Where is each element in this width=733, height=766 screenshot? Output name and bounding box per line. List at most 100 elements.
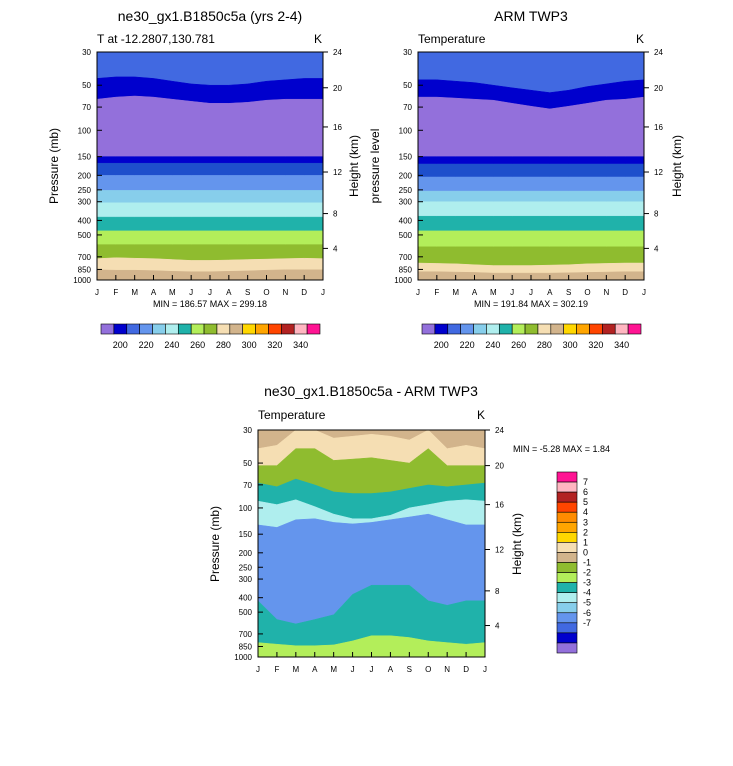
pressure-tick-label: 500 <box>78 231 92 240</box>
pressure-tick-label: 850 <box>399 265 413 274</box>
colorbar-label: 0 <box>583 547 588 557</box>
colorbar-label: 3 <box>583 517 588 527</box>
colorbar-label: 220 <box>460 340 475 350</box>
top-left-panel: ne30_gx1.B1850c5a (yrs 2-4) T at -12.280… <box>47 8 361 350</box>
units-string: K <box>477 408 485 422</box>
height-tick-label: 8 <box>333 210 338 219</box>
pressure-tick-label: 400 <box>399 216 413 225</box>
colorbar-box <box>556 592 578 604</box>
height-axis: 24 20 16 12 8 4 <box>323 48 342 253</box>
colorbar-box <box>460 323 474 335</box>
pressure-tick-label: 250 <box>399 186 413 195</box>
month-tick-label: A <box>388 665 394 674</box>
title: ne30_gx1.B1850c5a (yrs 2-4) <box>118 8 302 24</box>
contour-band <box>417 96 645 157</box>
colorbar-box <box>203 323 218 335</box>
pressure-tick-label: 300 <box>399 198 413 207</box>
colorbar-box <box>152 323 166 335</box>
month-tick-label: J <box>351 665 355 674</box>
title: ne30_gx1.B1850c5a - ARM TWP3 <box>264 383 478 399</box>
month-tick-label: D <box>622 288 628 297</box>
pressure-tick-label: 150 <box>78 153 92 162</box>
contour-bands <box>96 51 324 281</box>
colorbar-label: 5 <box>583 497 588 507</box>
contour-band <box>417 156 645 165</box>
colorbar-label: 340 <box>614 340 629 350</box>
pressure-tick-label: 200 <box>399 171 413 180</box>
month-tick-label: F <box>113 288 118 297</box>
pressure-tick-label: 1000 <box>73 276 91 285</box>
colorbar-box <box>556 511 578 523</box>
colorbar-box <box>556 572 578 583</box>
colorbar-label: 260 <box>511 340 526 350</box>
colorbar-box <box>537 323 552 335</box>
colorbar-label: -1 <box>583 558 591 568</box>
colorbar-box <box>281 323 295 335</box>
month-tick-label: O <box>584 288 590 297</box>
title: ARM TWP3 <box>494 8 568 24</box>
contour-band <box>96 202 324 218</box>
height-tick-label: 16 <box>654 123 663 132</box>
month-tick-label: N <box>444 665 450 674</box>
pressure-tick-label: 700 <box>78 253 92 262</box>
y-axis-right-label: Height (km) <box>347 135 361 197</box>
colorbar-box <box>268 323 282 335</box>
height-tick-label: 4 <box>333 244 338 253</box>
colorbar-label: 1 <box>583 537 588 547</box>
colorbar-box <box>242 323 256 335</box>
pressure-tick-label: 300 <box>78 198 92 207</box>
colorbar-box <box>190 323 205 335</box>
colorbar-box <box>306 323 321 335</box>
min-max-label: MIN = 191.84 MAX = 302.19 <box>474 299 588 309</box>
pressure-tick-label: 50 <box>243 459 252 468</box>
colorbar-box <box>556 532 578 543</box>
colorbar-box <box>524 323 539 335</box>
colorbar-box <box>550 323 565 335</box>
month-tick-label: A <box>226 288 232 297</box>
colorbar-label: 4 <box>583 507 588 517</box>
left-string: Temperature <box>258 408 326 422</box>
colorbar-label: 240 <box>164 340 179 350</box>
colorbar-box <box>255 323 269 335</box>
pressure-tick-label: 1000 <box>234 653 252 662</box>
colorbar-box <box>498 323 513 335</box>
month-tick-label: J <box>95 288 99 297</box>
colorbar-label: -2 <box>583 568 591 578</box>
month-tick-label: J <box>256 665 260 674</box>
contour-band <box>96 162 324 176</box>
y-axis-label: pressure level <box>368 129 382 204</box>
colorbar-box <box>556 602 578 614</box>
contour-band <box>96 216 324 232</box>
colorbar-box <box>627 323 642 335</box>
contour-band <box>417 176 645 192</box>
height-tick-label: 20 <box>654 84 663 93</box>
top-right-panel: ARM TWP3 Temperature K 30 50 70 100 150 200 25… <box>368 8 684 350</box>
colorbar-label: 280 <box>537 340 552 350</box>
height-tick-label: 24 <box>654 48 663 57</box>
height-tick-label: 8 <box>495 587 500 596</box>
colorbar-label: 240 <box>485 340 500 350</box>
colorbar-label: -6 <box>583 608 591 618</box>
left-string: Temperature <box>418 32 486 46</box>
colorbar-box <box>126 323 140 335</box>
height-axis: 24 20 16 12 8 4 <box>485 426 504 631</box>
height-tick-label: 20 <box>333 84 342 93</box>
month-tick-label: J <box>483 665 487 674</box>
height-tick-label: 12 <box>333 168 342 177</box>
colorbar-label: 200 <box>434 340 449 350</box>
colorbar-box <box>556 632 578 644</box>
colorbar-box <box>421 323 436 335</box>
pressure-tick-label: 300 <box>239 575 253 584</box>
month-tick-label: A <box>472 288 478 297</box>
pressure-tick-label: 50 <box>82 81 91 90</box>
month-tick-label: J <box>510 288 514 297</box>
month-tick-label: A <box>151 288 157 297</box>
pressure-tick-label: 70 <box>403 103 412 112</box>
units-string: K <box>314 32 322 46</box>
height-tick-label: 4 <box>495 622 500 631</box>
colorbar-box <box>434 323 449 335</box>
colorbar-label: 260 <box>190 340 205 350</box>
